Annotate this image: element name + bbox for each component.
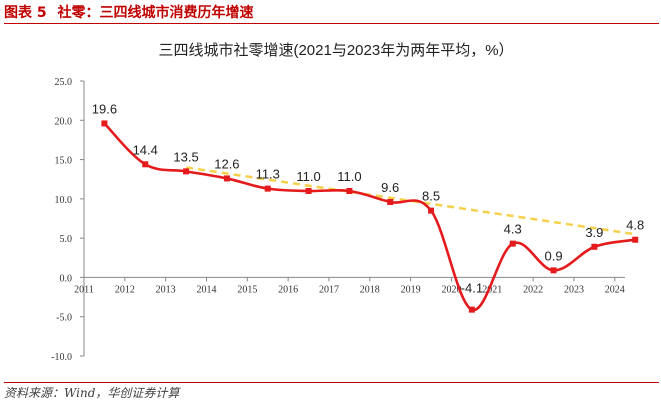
data-point bbox=[305, 188, 312, 194]
data-label: 12.6 bbox=[214, 156, 239, 171]
x-tick-label: 2024 bbox=[605, 284, 625, 295]
x-tick-label: 2014 bbox=[196, 284, 216, 295]
data-point bbox=[509, 240, 516, 247]
data-label: 3.9 bbox=[585, 225, 603, 240]
figure-title: 社零：三四线城市消费历年增速 bbox=[57, 5, 254, 21]
y-tick-label: -5.0 bbox=[56, 313, 72, 324]
x-tick-label: 2013 bbox=[156, 284, 176, 295]
figure-header: 图表 5 社零：三四线城市消费历年增速 bbox=[4, 3, 659, 24]
y-tick-label: 0.0 bbox=[60, 273, 73, 284]
data-point bbox=[264, 185, 271, 192]
data-point bbox=[346, 188, 353, 194]
x-tick-label: 2018 bbox=[360, 284, 380, 295]
x-tick-label: 2015 bbox=[237, 284, 257, 295]
data-point bbox=[183, 168, 190, 175]
data-point bbox=[223, 175, 230, 182]
data-label: 9.6 bbox=[381, 180, 399, 195]
x-tick-label: 2020 bbox=[441, 284, 461, 295]
figure-label: 图表 5 bbox=[4, 5, 47, 21]
x-tick-label: 2022 bbox=[523, 284, 543, 295]
y-tick-label: 25.0 bbox=[55, 77, 73, 88]
y-tick-label: 5.0 bbox=[60, 234, 73, 245]
data-point bbox=[591, 243, 598, 250]
data-label: 0.9 bbox=[545, 248, 563, 263]
x-tick-label: 2017 bbox=[319, 284, 339, 295]
data-point bbox=[632, 236, 639, 243]
data-point bbox=[387, 199, 394, 205]
y-tick-label: 10.0 bbox=[55, 195, 73, 206]
chart: 三四线城市社零增速(2021与2023年为两年平均，%） 25.0 20.0 15.… bbox=[51, 42, 644, 363]
data-point bbox=[142, 161, 149, 168]
y-tick-label: 20.0 bbox=[55, 116, 73, 127]
y-tick-label: -10.0 bbox=[51, 352, 72, 363]
data-point bbox=[101, 120, 108, 127]
trend-line bbox=[185, 166, 636, 236]
data-label: 14.4 bbox=[133, 142, 158, 157]
data-label: 13.5 bbox=[173, 149, 198, 164]
data-label: 19.6 bbox=[92, 101, 117, 116]
source-note: 资料来源：Wind，华创证券计算 bbox=[4, 382, 659, 403]
y-tick-label: 15.0 bbox=[55, 156, 73, 167]
chart-title: 三四线城市社零增速(2021与2023年为两年平均，%） bbox=[158, 42, 513, 59]
data-point bbox=[550, 267, 557, 274]
series-line bbox=[103, 122, 636, 311]
x-tick-label: 2011 bbox=[74, 284, 94, 295]
x-tick-label: 2021 bbox=[482, 284, 502, 295]
x-tick-label: 2016 bbox=[278, 284, 298, 295]
data-label: -4.1 bbox=[461, 280, 483, 295]
data-label: 4.3 bbox=[504, 222, 522, 237]
x-tick-label: 2019 bbox=[401, 284, 421, 295]
x-tick-label: 2023 bbox=[564, 284, 584, 295]
data-label: 8.5 bbox=[422, 189, 440, 204]
data-point bbox=[468, 306, 475, 313]
data-label: 4.8 bbox=[626, 218, 644, 233]
data-label: 11.0 bbox=[337, 169, 361, 184]
data-point bbox=[428, 207, 435, 214]
x-tick-label: 2012 bbox=[115, 284, 135, 295]
data-label: 11.0 bbox=[296, 169, 320, 184]
data-label: 11.3 bbox=[256, 167, 280, 182]
